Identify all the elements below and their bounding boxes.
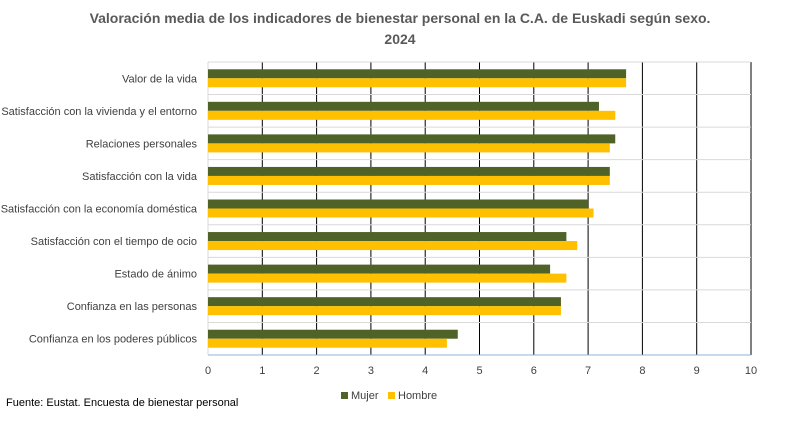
bar-hombre-8 [208, 338, 447, 348]
bar-mujer-7 [208, 297, 561, 307]
bar-hombre-4 [208, 208, 594, 218]
bar-hombre-2 [208, 143, 610, 153]
x-tick-label: 9 [694, 365, 700, 377]
legend-label-mujer: Mujer [351, 390, 379, 402]
x-tick-label: 4 [422, 365, 428, 377]
legend-label-hombre: Hombre [398, 390, 437, 402]
bar-hombre-3 [208, 175, 610, 185]
x-tick-label: 8 [639, 365, 645, 377]
chart-title-year: 2024 [384, 31, 416, 47]
category-label: Relaciones personales [86, 138, 198, 150]
x-tick-label: 0 [205, 365, 211, 377]
source-note: Fuente: Eustat. Encuesta de bienestar pe… [6, 397, 239, 409]
bar-hombre-5 [208, 241, 578, 251]
bar-mujer-5 [208, 232, 567, 242]
chart-title: Valoración media de los indicadores de b… [89, 10, 711, 26]
category-label: Satisfacción con el tiempo de ocio [31, 236, 197, 248]
legend-swatch-mujer [341, 392, 348, 399]
x-tick-label: 7 [585, 365, 591, 377]
bar-mujer-4 [208, 199, 589, 209]
x-tick-label: 3 [368, 365, 374, 377]
bar-hombre-7 [208, 306, 561, 316]
bar-mujer-0 [208, 69, 627, 79]
category-label: Satisfacción con la economía doméstica [1, 204, 198, 216]
bar-mujer-6 [208, 264, 551, 274]
category-label: Confianza en las personas [67, 301, 198, 313]
x-tick-label: 2 [314, 365, 320, 377]
bar-mujer-8 [208, 329, 458, 339]
category-label: Confianza en los poderes públicos [29, 334, 198, 346]
bar-mujer-2 [208, 134, 616, 144]
bar-hombre-6 [208, 273, 567, 283]
bar-mujer-3 [208, 166, 610, 176]
category-label: Satisfacción con la vida [82, 171, 198, 183]
category-label: Satisfacción con la vivienda y el entorn… [1, 106, 197, 118]
category-label: Estado de ánimo [114, 269, 197, 281]
bar-mujer-1 [208, 101, 599, 111]
x-tick-label: 5 [476, 365, 482, 377]
category-label: Valor de la vida [122, 73, 198, 85]
x-tick-label: 6 [531, 365, 537, 377]
legend-swatch-hombre [388, 392, 395, 399]
bar-hombre-1 [208, 110, 616, 120]
x-tick-label: 1 [259, 365, 265, 377]
x-tick-label: 10 [745, 365, 757, 377]
bar-hombre-0 [208, 78, 627, 88]
